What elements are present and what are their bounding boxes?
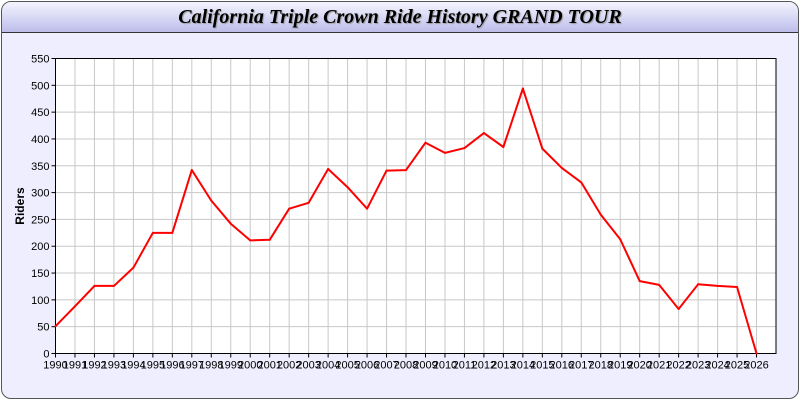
x-tick-label: 2026: [744, 360, 768, 372]
x-tick-label: 2024: [705, 360, 729, 372]
data-point: [405, 169, 408, 172]
x-tick-label: 2023: [686, 360, 710, 372]
y-tick-label: 450: [31, 107, 49, 119]
y-tick-label: 250: [31, 214, 49, 226]
data-point: [229, 222, 232, 225]
x-tick-label: 2000: [238, 360, 262, 372]
x-tick-label: 2009: [413, 360, 437, 372]
data-point: [307, 201, 310, 204]
title-bar: California Triple Crown Ride History GRA…: [2, 2, 798, 33]
x-tick-label: 1998: [199, 360, 223, 372]
x-tick-label: 2015: [530, 360, 554, 372]
x-tick-label: 2008: [394, 360, 418, 372]
x-tick-label: 2016: [550, 360, 574, 372]
data-point: [502, 146, 505, 148]
x-tick-label: 2014: [511, 360, 535, 372]
data-point: [210, 199, 213, 202]
x-tick-label: 1996: [160, 360, 184, 372]
y-tick-label: 50: [37, 322, 49, 334]
x-tick-label: 1992: [82, 360, 106, 372]
plot-area: [55, 58, 776, 354]
data-point: [638, 280, 641, 283]
data-point: [619, 238, 622, 241]
y-tick-label: 400: [31, 134, 49, 146]
data-point: [268, 238, 271, 241]
y-tick-label: 500: [31, 80, 49, 92]
data-point: [112, 284, 115, 287]
y-axis-label: Riders: [13, 187, 27, 225]
data-point: [658, 283, 661, 286]
data-point: [73, 305, 76, 308]
data-point: [424, 141, 427, 144]
x-tick-label: 1993: [102, 360, 126, 372]
data-point: [736, 285, 739, 288]
x-tick-label: 2013: [491, 360, 515, 372]
x-tick-label: 1997: [180, 360, 204, 372]
data-point: [327, 167, 330, 170]
y-tick-label: 200: [31, 241, 49, 253]
x-tick-label: 2010: [433, 360, 457, 372]
x-tick-label: 1990: [43, 360, 67, 372]
x-tick-label: 2022: [666, 360, 690, 372]
data-point: [171, 231, 174, 234]
x-tick-label: 2012: [472, 360, 496, 372]
data-point: [560, 166, 563, 169]
x-tick-label: 2005: [335, 360, 359, 372]
x-tick-label: 1991: [63, 360, 87, 372]
x-tick-label: 2004: [316, 360, 340, 372]
x-tick-label: 1994: [121, 360, 145, 372]
x-tick-label: 2006: [355, 360, 379, 372]
data-point: [755, 352, 758, 355]
data-point: [385, 169, 388, 172]
y-tick-label: 300: [31, 188, 49, 200]
data-point: [151, 231, 154, 234]
x-tick-label: 2001: [257, 360, 281, 372]
y-tick-label: 550: [31, 54, 49, 66]
y-tick-label: 100: [31, 295, 49, 307]
data-point: [249, 239, 252, 242]
plot-border: [55, 58, 777, 354]
data-point: [580, 181, 583, 184]
data-point: [599, 213, 602, 216]
data-point: [190, 169, 193, 172]
data-point: [443, 151, 446, 154]
x-tick-label: 2021: [647, 360, 671, 372]
chart-title: California Triple Crown Ride History GRA…: [178, 6, 622, 28]
data-point: [288, 207, 291, 210]
x-tick-label: 2017: [569, 360, 593, 372]
x-tick-label: 2019: [608, 360, 632, 372]
data-point: [132, 266, 135, 269]
y-tick-label: 0: [43, 349, 49, 361]
x-tick-label: 1999: [219, 360, 243, 372]
data-point: [697, 283, 700, 286]
data-point: [716, 284, 719, 287]
data-point: [463, 147, 466, 150]
x-tick-label: 2002: [277, 360, 301, 372]
data-point: [93, 284, 96, 287]
y-tick-label: 350: [31, 161, 49, 173]
x-tick-label: 2018: [589, 360, 613, 372]
x-tick-label: 1995: [141, 360, 165, 372]
data-point: [521, 87, 524, 90]
data-point: [346, 186, 349, 189]
data-point: [677, 307, 680, 310]
data-point: [541, 147, 544, 150]
x-tick-label: 2011: [453, 360, 477, 372]
x-tick-label: 2003: [296, 360, 320, 372]
data-point: [366, 207, 369, 210]
data-point: [54, 325, 57, 328]
x-tick-label: 2025: [725, 360, 749, 372]
x-tick-label: 2020: [627, 360, 651, 372]
y-tick-label: 150: [31, 268, 49, 280]
data-point: [482, 132, 485, 135]
x-tick-label: 2007: [374, 360, 398, 372]
